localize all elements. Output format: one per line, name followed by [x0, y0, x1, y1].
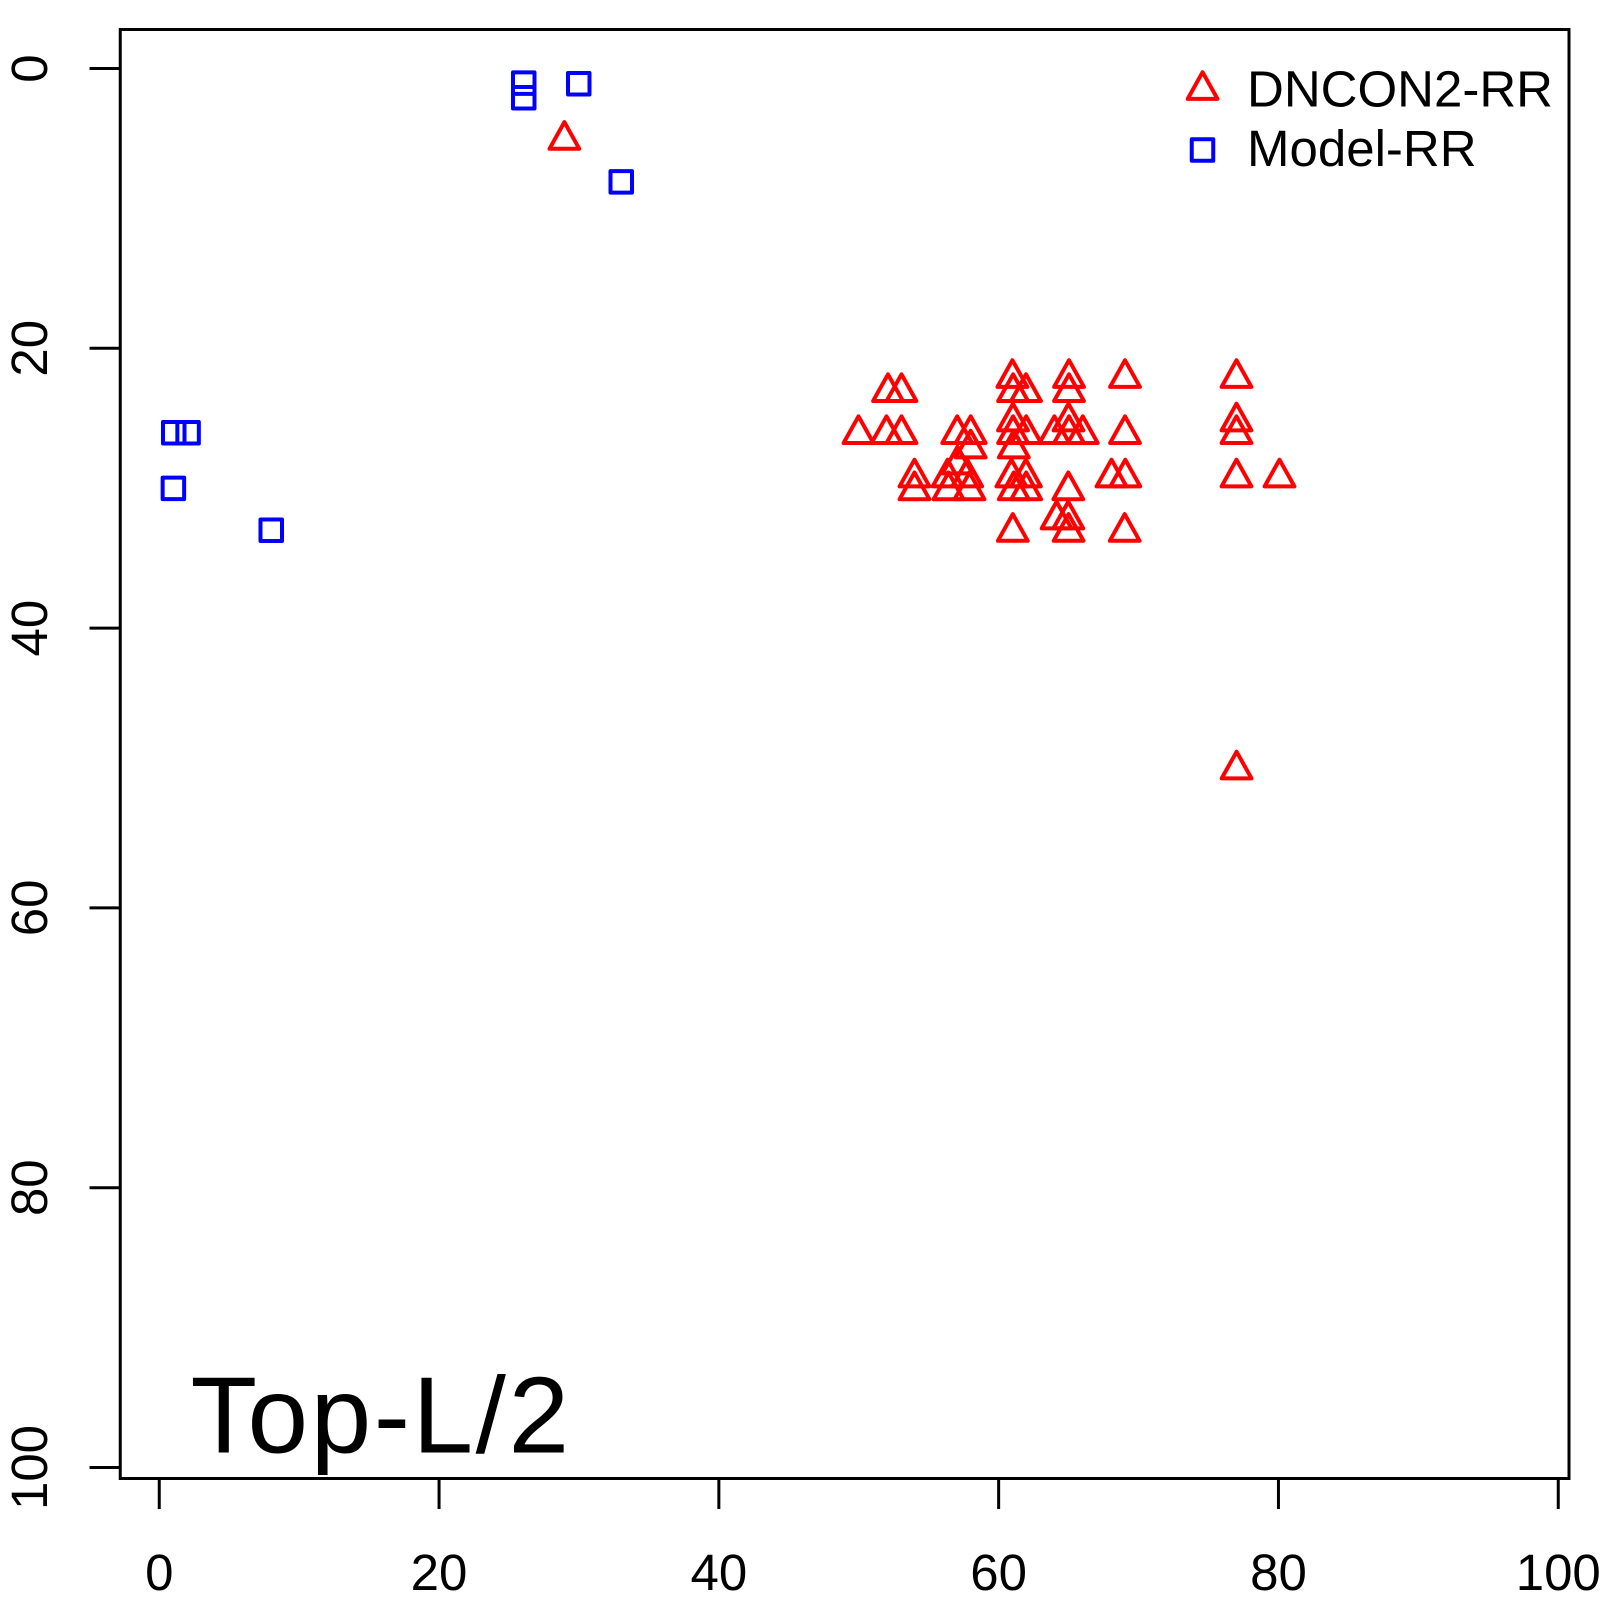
svg-text:20: 20 [1, 320, 58, 377]
svg-text:20: 20 [411, 1544, 468, 1600]
svg-text:60: 60 [1, 880, 58, 937]
svg-text:0: 0 [145, 1544, 173, 1600]
svg-text:100: 100 [1, 1425, 58, 1510]
svg-text:Top-L/2: Top-L/2 [191, 1355, 572, 1477]
svg-text:100: 100 [1516, 1544, 1600, 1600]
svg-text:0: 0 [1, 54, 58, 82]
svg-text:80: 80 [1, 1159, 58, 1216]
svg-text:80: 80 [1250, 1544, 1307, 1600]
svg-text:40: 40 [1, 600, 58, 657]
svg-text:60: 60 [970, 1544, 1027, 1600]
svg-text:Model-RR: Model-RR [1247, 120, 1477, 177]
svg-text:40: 40 [690, 1544, 747, 1600]
svg-text:DNCON2-RR: DNCON2-RR [1247, 61, 1553, 118]
